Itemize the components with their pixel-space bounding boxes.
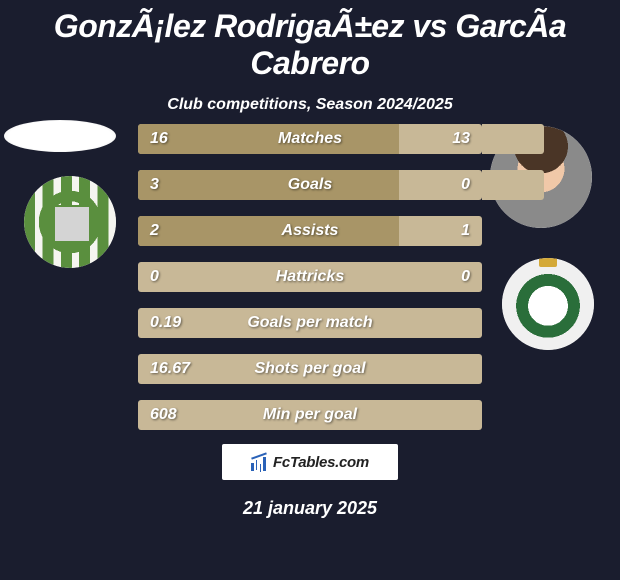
stat-label: Goals per match — [138, 314, 482, 332]
stat-label: Min per goal — [138, 406, 482, 424]
player1-portrait-placeholder — [4, 120, 116, 152]
fctables-logo-text: FcTables.com — [273, 454, 369, 471]
stat-right-value: 13 — [452, 130, 470, 148]
stat-label: Hattricks — [138, 268, 482, 286]
stat-bar-overhang — [482, 170, 544, 200]
stat-bar: 2Assists1 — [138, 216, 482, 246]
stat-bar: 0.19Goals per match — [138, 308, 482, 338]
cordoba-crest-icon — [24, 176, 116, 268]
stat-bar: 608Min per goal — [138, 400, 482, 430]
stat-label: Assists — [138, 222, 482, 240]
snapshot-date: 21 january 2025 — [0, 498, 620, 519]
racing-crest-icon — [502, 258, 594, 350]
stat-right-value: 0 — [461, 268, 470, 286]
stat-label: Shots per goal — [138, 360, 482, 378]
player1-club-crest — [24, 176, 116, 268]
stat-right-value: 0 — [461, 176, 470, 194]
comparison-title: GonzÃ¡lez RodrigaÃ±ez vs GarcÃ­a Cabrero — [0, 0, 620, 82]
stat-bar: 16Matches13 — [138, 124, 482, 154]
stat-bar-overhang — [482, 124, 544, 154]
comparison-subtitle: Club competitions, Season 2024/2025 — [0, 96, 620, 114]
stat-bar: 3Goals0 — [138, 170, 482, 200]
comparison-bars: 16Matches133Goals02Assists10Hattricks00.… — [138, 124, 482, 446]
player2-club-crest — [502, 258, 594, 350]
stat-bar: 16.67Shots per goal — [138, 354, 482, 384]
fctables-logo[interactable]: FcTables.com — [222, 444, 398, 480]
stat-label: Goals — [138, 176, 482, 194]
stat-bar: 0Hattricks0 — [138, 262, 482, 292]
stat-label: Matches — [138, 130, 482, 148]
stat-right-value: 1 — [461, 222, 470, 240]
fctables-chart-icon — [251, 453, 269, 471]
